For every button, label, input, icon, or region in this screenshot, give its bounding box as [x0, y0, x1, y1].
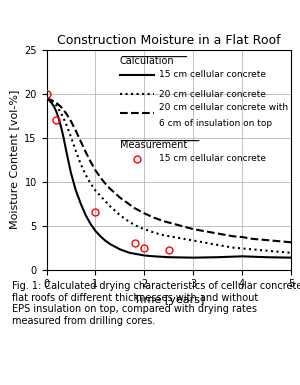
- Text: 20 cm cellular concrete with: 20 cm cellular concrete with: [159, 104, 288, 112]
- Text: Calculation: Calculation: [120, 55, 175, 65]
- Title: Construction Moisture in a Flat Roof: Construction Moisture in a Flat Roof: [57, 35, 280, 47]
- Text: 15 cm cellular concrete: 15 cm cellular concrete: [159, 70, 266, 79]
- Y-axis label: Moisture Content [vol-%]: Moisture Content [vol-%]: [9, 90, 19, 229]
- Text: Measurement: Measurement: [120, 139, 187, 149]
- Text: Fig. 1: Calculated drying characteristics of cellular concrete
flat roofs of dif: Fig. 1: Calculated drying characteristic…: [12, 281, 300, 326]
- Text: 20 cm cellular concrete: 20 cm cellular concrete: [159, 90, 266, 99]
- X-axis label: Time [years]: Time [years]: [134, 295, 204, 305]
- Text: 6 cm of insulation on top: 6 cm of insulation on top: [159, 119, 272, 128]
- Text: 15 cm cellular concrete: 15 cm cellular concrete: [159, 154, 266, 163]
